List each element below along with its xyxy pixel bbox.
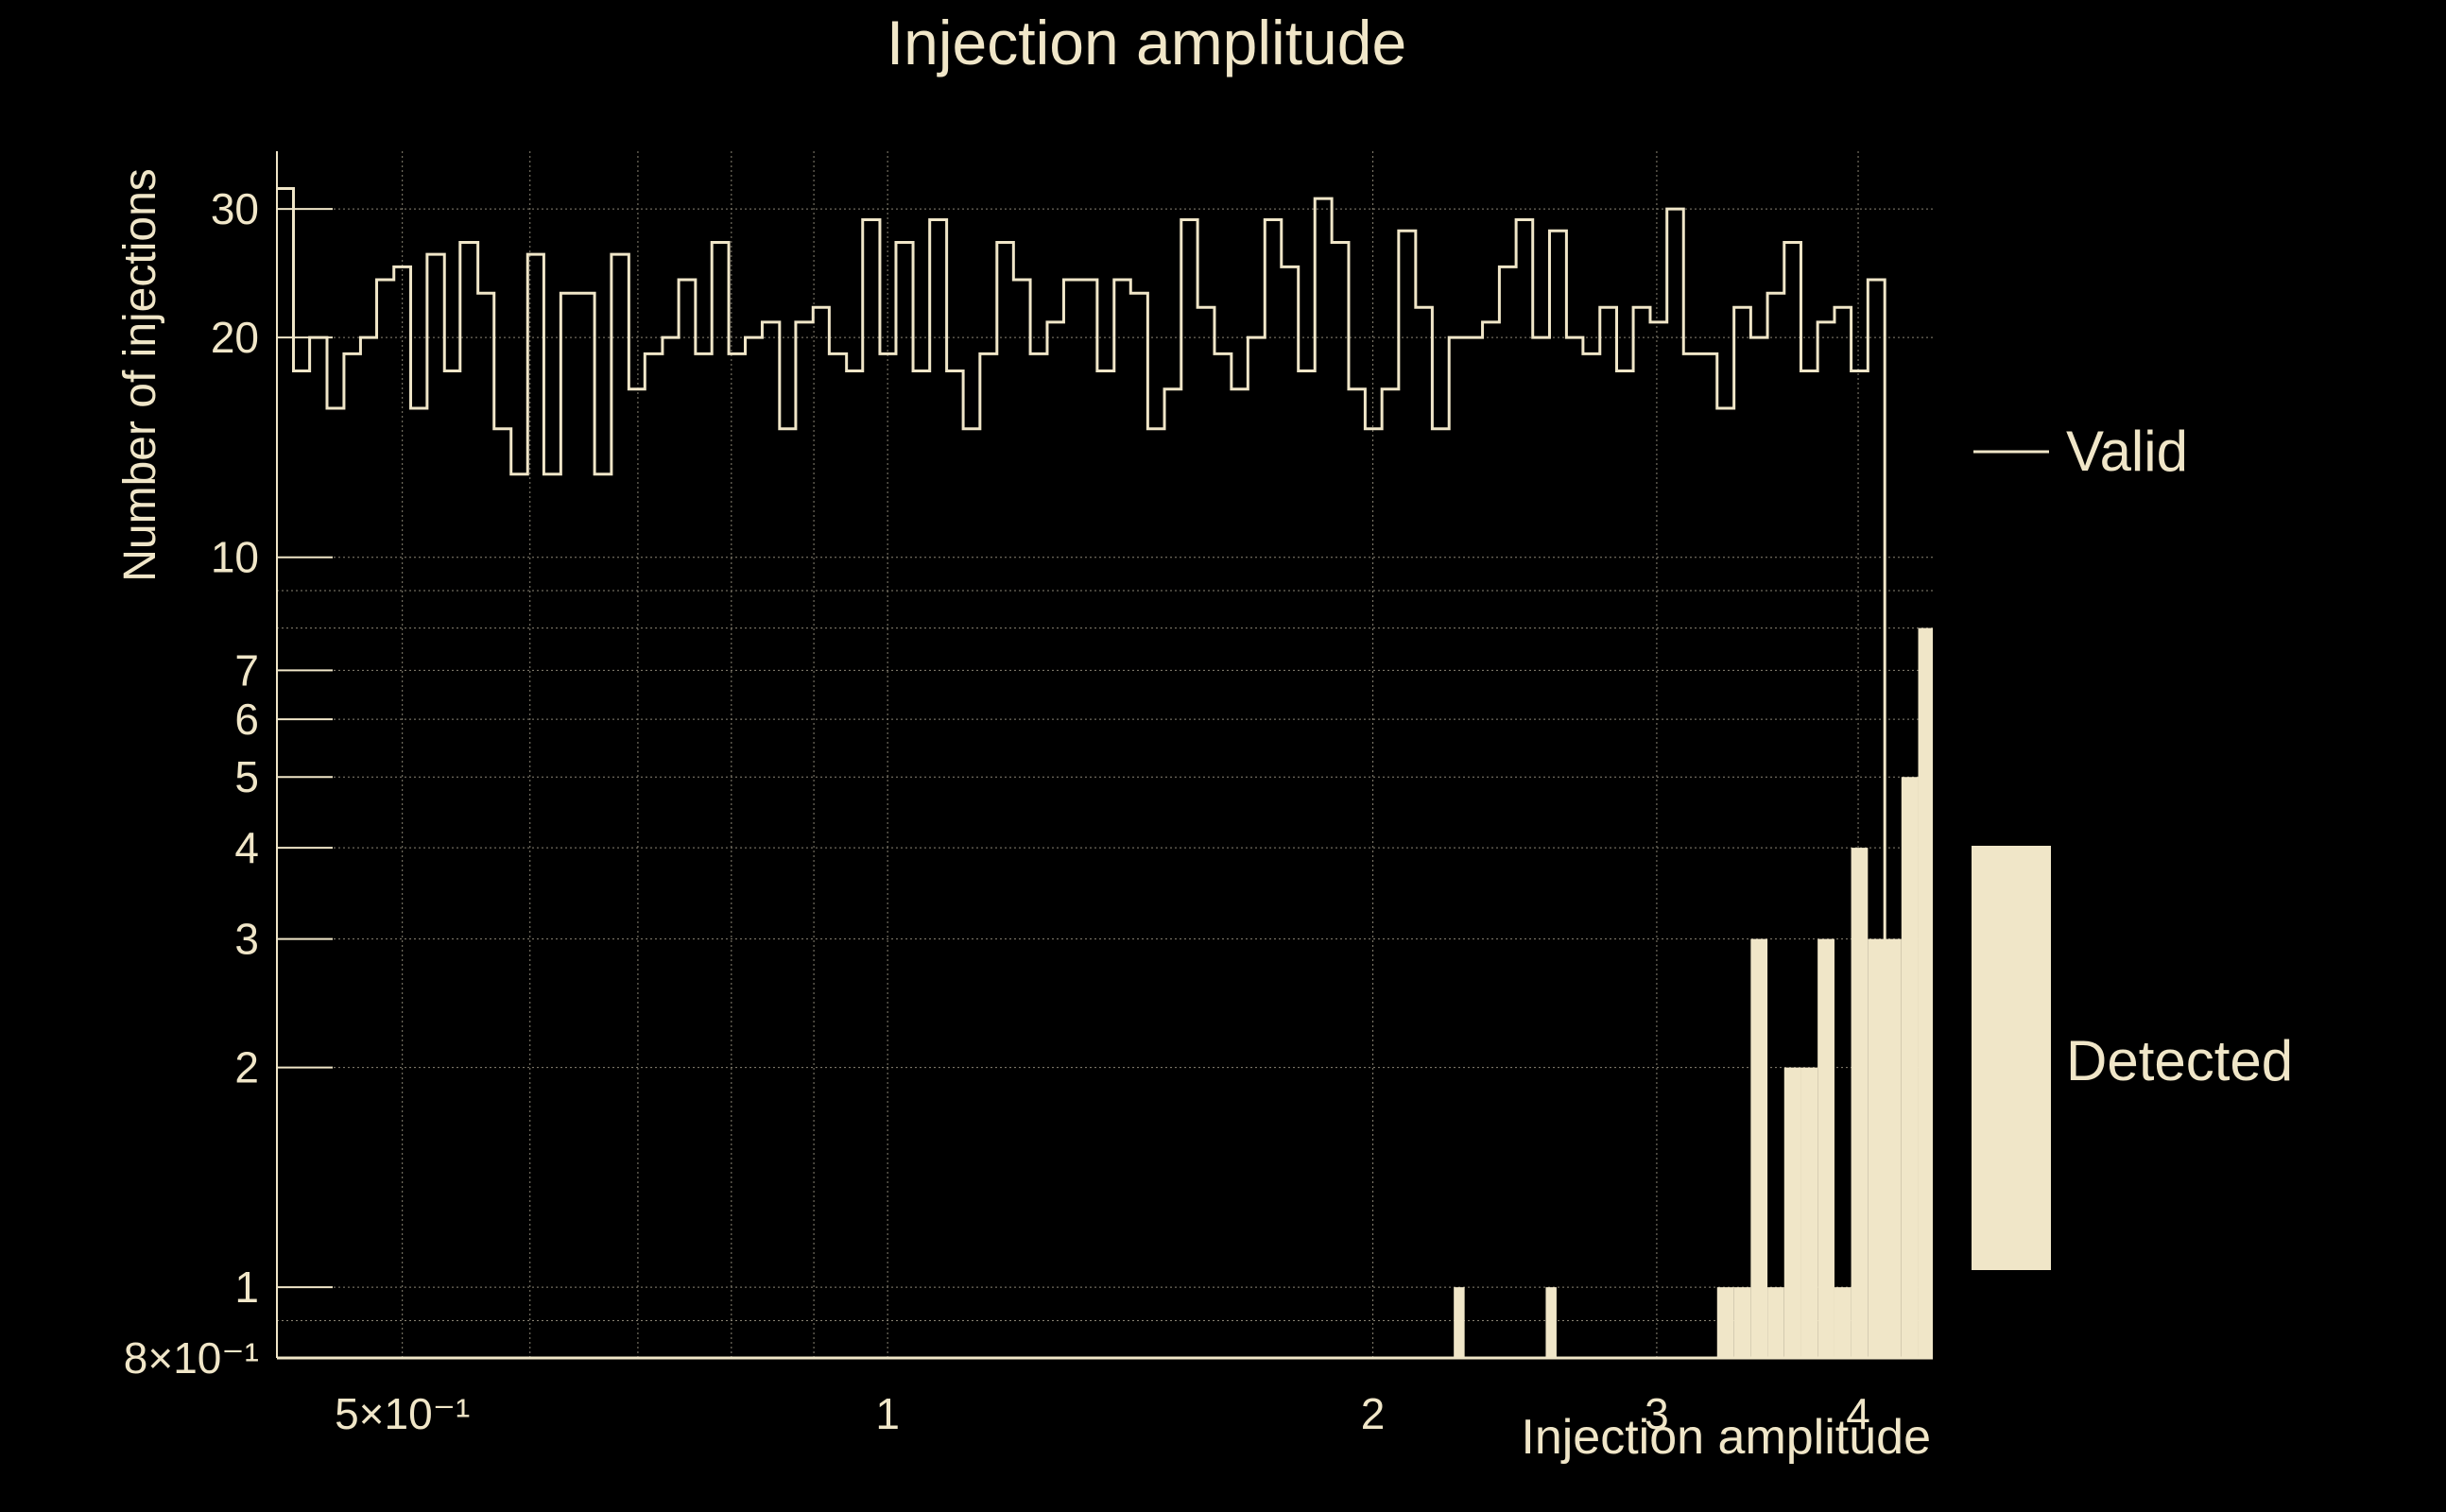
detected-bar (1767, 1287, 1784, 1358)
x-tick-label: 5×10⁻¹ (335, 1389, 470, 1438)
chart-title: Injection amplitude (887, 8, 1406, 77)
detected-bar (1901, 777, 1919, 1358)
y-tick-label: 10 (211, 533, 259, 582)
x-tick-label: 2 (1361, 1389, 1386, 1438)
y-tick-label: 5 (234, 752, 259, 801)
y-tick-label: 1 (234, 1263, 259, 1312)
detected-bar (1733, 1287, 1751, 1358)
legend: Valid Detected (1972, 420, 2293, 1270)
axes (276, 151, 1933, 1360)
detected-bar (1716, 1287, 1734, 1358)
legend-detected-label: Detected (2066, 1029, 2293, 1092)
y-tick-label: 2 (234, 1043, 259, 1092)
detected-bar (1783, 1067, 1801, 1358)
y-tick-label: 20 (211, 313, 259, 362)
detected-bar (1885, 938, 1902, 1358)
detected-bar (1545, 1287, 1557, 1358)
y-tick-label: 8×10⁻¹ (124, 1333, 259, 1383)
y-tick-label: 30 (211, 184, 259, 233)
y-tick-label: 4 (234, 823, 259, 872)
legend-detected-swatch (1972, 846, 2051, 1270)
detected-bar (1868, 938, 1886, 1358)
x-tick-label: 4 (1846, 1389, 1870, 1438)
y-tick-label: 6 (234, 695, 259, 744)
detected-bar (1918, 627, 1933, 1358)
detected-bar (1454, 1287, 1465, 1358)
y-tick-label: 3 (234, 915, 259, 964)
detected-bar (1800, 1067, 1818, 1358)
detected-bar (1750, 938, 1768, 1358)
x-tick-labels: 5×10⁻¹ 1 2 3 4 (335, 1389, 1870, 1438)
grid-lines (277, 151, 1933, 1359)
valid-step-line (277, 187, 1902, 1360)
detected-bars (1454, 627, 1933, 1358)
detected-bar (1834, 1287, 1852, 1358)
y-axis-label: Number of injections (115, 168, 165, 582)
y-tick-labels: 8×10⁻¹ 1 2 3 4 5 67 10 20 30 (124, 184, 333, 1383)
detected-bar (1817, 938, 1834, 1358)
y-tick-label: 7 (234, 645, 259, 695)
legend-valid-label: Valid (2066, 420, 2188, 483)
x-tick-label: 3 (1645, 1389, 1669, 1438)
x-tick-label: 1 (875, 1389, 900, 1438)
x-axis-label: Injection amplitude (1521, 1410, 1931, 1465)
detected-bar (1851, 848, 1869, 1358)
